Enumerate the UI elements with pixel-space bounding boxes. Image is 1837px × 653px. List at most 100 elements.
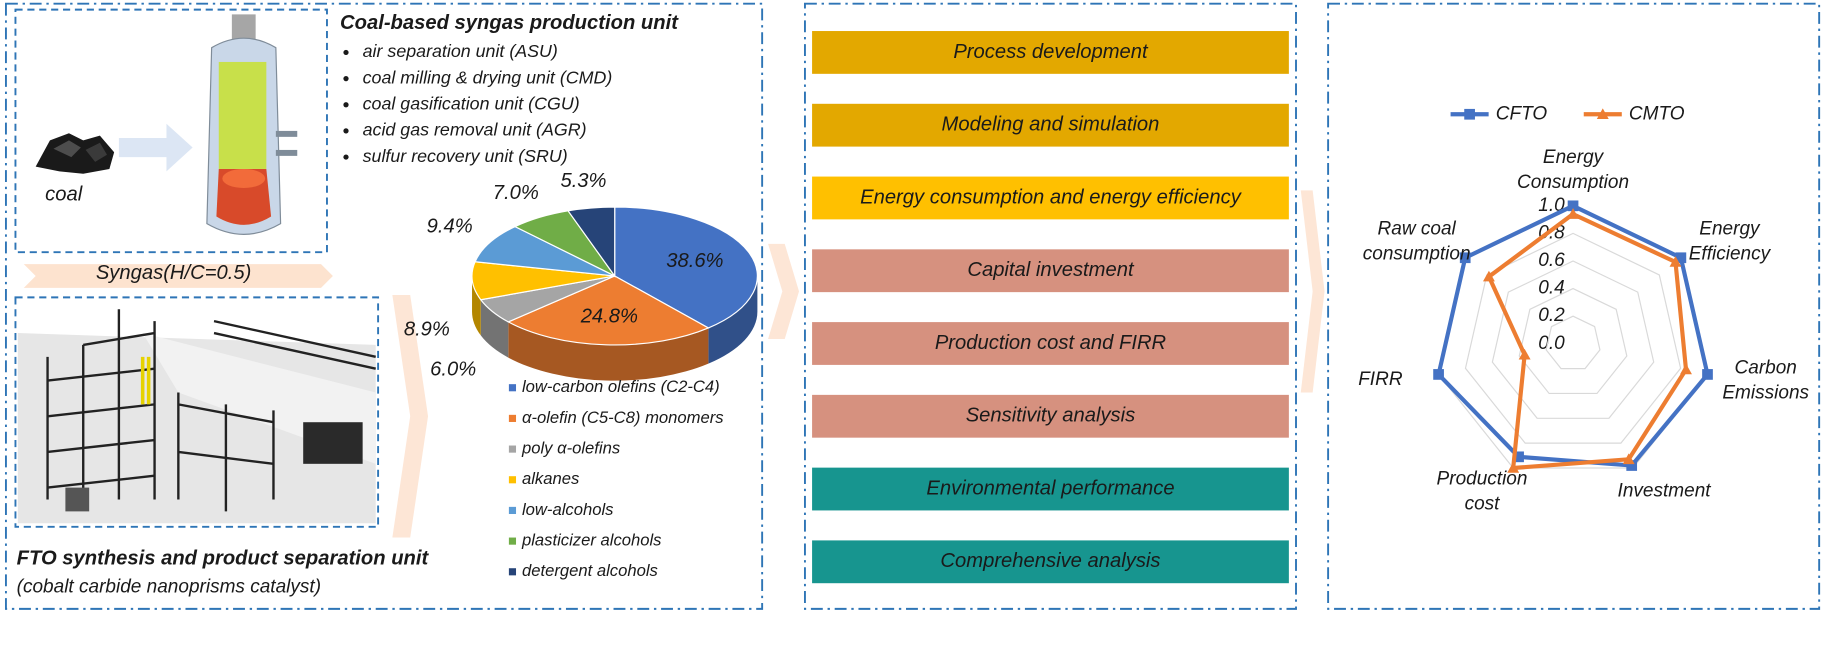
coal-image	[35, 133, 115, 174]
syngas-item: coal milling & drying unit (CMD)	[363, 67, 613, 87]
pie-slice	[506, 275, 710, 346]
legend-label: alkanes	[522, 469, 579, 488]
step-box	[812, 540, 1289, 584]
pie-side	[472, 275, 481, 336]
radar-marker	[1433, 369, 1444, 380]
radar-marker	[1518, 348, 1531, 360]
legend-label: poly α-olefins	[521, 438, 620, 457]
bullet	[343, 75, 349, 82]
radar-marker	[1680, 363, 1692, 375]
left-panel	[4, 2, 764, 610]
coal-arrow	[118, 123, 193, 172]
pie-value-label: 7.0%	[493, 182, 539, 204]
right-panel	[1327, 2, 1821, 610]
flow-arrow	[768, 243, 800, 339]
pie-value-label: 38.6%	[666, 250, 723, 272]
legend-label: detergent alcohols	[522, 561, 658, 580]
legend-label: CFTO	[1496, 103, 1548, 124]
step-label: Comprehensive analysis	[940, 550, 1160, 572]
coal-label: coal	[45, 183, 83, 205]
pie-slice	[567, 206, 616, 278]
axis-label: Energy Consumption	[1517, 147, 1629, 193]
pie-chart: 38.6% 24.8% 6.0% 8.9% 9.4% 7.0% 5.3% low-carbon…	[404, 170, 758, 580]
grid-ring	[1437, 205, 1709, 469]
fto-unit-title: FTO synthesis and product separation uni…	[17, 547, 430, 569]
pie-slice	[614, 206, 758, 329]
pie-side	[708, 275, 758, 364]
pie-value-label: 8.9%	[404, 318, 450, 340]
syngas-item: coal gasification unit (CGU)	[363, 93, 580, 113]
radar-marker	[1507, 462, 1520, 473]
legend-swatch	[508, 414, 517, 422]
radar-marker	[1669, 256, 1682, 267]
syngas-arrow	[23, 264, 333, 288]
step-label: Process development	[953, 41, 1149, 63]
radar-marker	[1702, 369, 1713, 380]
step-box	[812, 103, 1289, 147]
gasifier-image	[206, 14, 298, 235]
grid-ring	[1464, 232, 1682, 444]
legend-label: low-carbon olefins (C2-C4)	[522, 377, 720, 396]
pie-side	[480, 299, 509, 358]
legend-marker	[1464, 108, 1475, 120]
radar-line	[1436, 203, 1710, 468]
step-box	[812, 467, 1289, 511]
step-box	[812, 31, 1289, 74]
syngas-label: Syngas(H/C=0.5)	[96, 262, 252, 284]
syngas-item: acid gas removal unit (AGR)	[363, 120, 587, 140]
pie-value-label: 24.8%	[580, 306, 638, 328]
axis-label: FIRR	[1358, 369, 1403, 390]
step-box	[812, 322, 1289, 365]
legend-label: CMTO	[1629, 103, 1685, 124]
pie-slice	[471, 261, 615, 301]
radar-line	[1486, 211, 1689, 471]
radar-marker	[1513, 451, 1524, 463]
plant-image	[17, 309, 376, 524]
pie-slice	[474, 225, 615, 277]
legend-swatch	[508, 445, 517, 453]
legend-label: plasticizer alcohols	[521, 531, 662, 550]
legend-label: low-alcohols	[522, 500, 613, 519]
fto-unit-subtitle: (cobalt carbide nanoprisms catalyst)	[17, 577, 321, 598]
legend-swatch	[508, 568, 517, 576]
axis-label: Raw coal consumption	[1363, 219, 1471, 265]
pie-side	[508, 321, 709, 381]
step-label: Production cost and FIRR	[935, 332, 1166, 354]
legend-swatch	[508, 537, 517, 545]
y-tick-label: 0.6	[1538, 250, 1565, 271]
grid-ring	[1545, 315, 1601, 370]
syngas-items: air separation unit (ASU) coal milling & …	[343, 41, 612, 166]
legend-swatch	[508, 384, 517, 392]
bullet	[343, 49, 349, 56]
grid-ring	[1518, 287, 1628, 395]
y-tick-label: 0.0	[1538, 333, 1565, 354]
axis-label: Carbon Emissions	[1722, 357, 1809, 403]
syngas-unit-title: Coal-based syngas production unit	[340, 12, 679, 34]
fto-unit-box	[14, 296, 380, 528]
bullet	[343, 128, 349, 134]
middle-panel	[803, 2, 1297, 610]
step-box	[812, 394, 1289, 438]
bullet	[343, 102, 349, 108]
legend-marker	[1596, 108, 1609, 120]
radar-marker	[1567, 200, 1579, 212]
pie-value-label: 6.0%	[430, 359, 476, 381]
step-label: Environmental performance	[926, 477, 1174, 499]
step-label: Sensitivity analysis	[966, 405, 1136, 427]
radar-marker	[1567, 208, 1579, 219]
grid-ring	[1491, 260, 1655, 419]
axis-label: Investment	[1618, 481, 1712, 502]
y-tick-label: 0.8	[1538, 222, 1565, 243]
legend-swatch	[508, 476, 517, 484]
pie-value-label: 5.3%	[560, 170, 606, 192]
syngas-unit-box	[14, 8, 328, 254]
radar-marker	[1482, 270, 1495, 282]
syngas-item: air separation unit (ASU)	[363, 41, 558, 61]
analysis-steps: Process development Modeling and simulati…	[812, 31, 1289, 584]
legend-swatch	[508, 506, 517, 515]
axis-label: Energy Efficiency	[1689, 219, 1772, 265]
radar-marker	[1459, 252, 1471, 264]
step-label: Modeling and simulation	[942, 114, 1160, 136]
